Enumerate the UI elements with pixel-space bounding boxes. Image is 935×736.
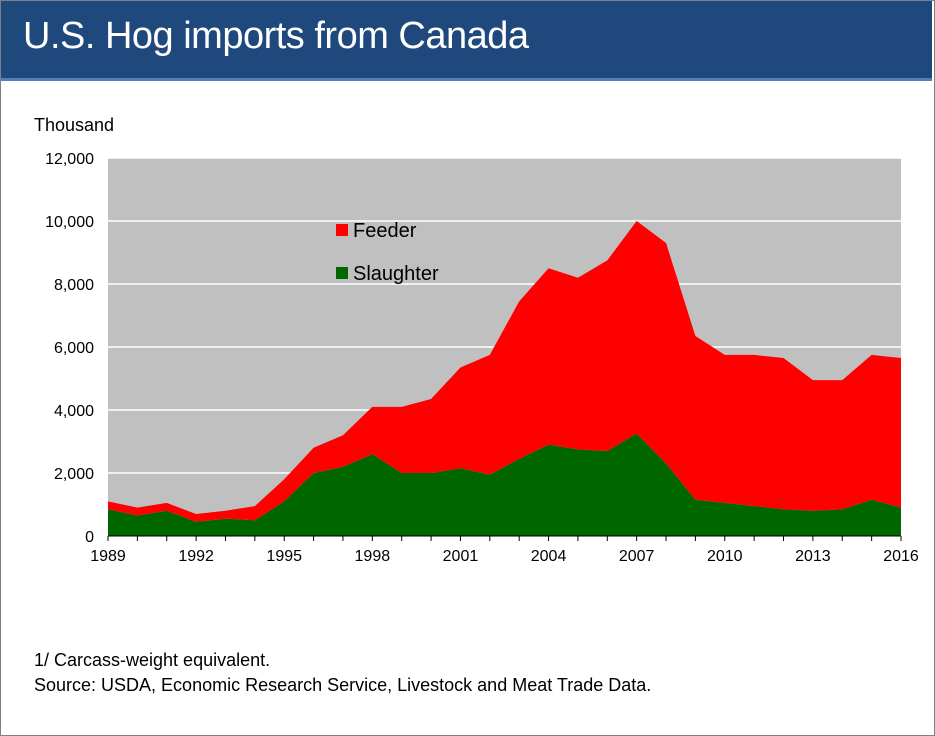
legend-label-slaughter: Slaughter — [353, 263, 439, 285]
x-tick-label: 1989 — [90, 548, 126, 565]
x-tick-label: 2007 — [619, 548, 655, 565]
y-tick-label: 6,000 — [54, 340, 94, 357]
y-tick-label: 4,000 — [54, 403, 94, 420]
x-tick-label: 1995 — [266, 548, 302, 565]
legend-label-feeder: Feeder — [353, 220, 417, 242]
y-tick-label: 0 — [85, 529, 94, 546]
x-tick-label: 2004 — [531, 548, 567, 565]
y-tick-label: 2,000 — [54, 466, 94, 483]
source-note: Source: USDA, Economic Research Service,… — [34, 675, 652, 695]
y-axis-units-label: Thousand — [34, 115, 114, 135]
area-slaughter — [108, 433, 901, 536]
y-tick-label: 10,000 — [45, 214, 94, 231]
y-tick-label: 12,000 — [45, 151, 94, 168]
legend-swatch-feeder — [336, 224, 348, 236]
area-feeder — [108, 221, 901, 522]
x-tick-label: 2010 — [707, 548, 743, 565]
x-tick-label: 2016 — [883, 548, 919, 565]
title-banner: U.S. Hog imports from Canada — [1, 1, 932, 81]
legend-swatch-slaughter — [336, 267, 348, 279]
x-tick-label: 2001 — [443, 548, 479, 565]
y-tick-label: 8,000 — [54, 277, 94, 294]
x-tick-label: 1998 — [355, 548, 391, 565]
x-tick-label: 2013 — [795, 548, 831, 565]
x-tick-label: 1992 — [178, 548, 214, 565]
footnote-carcass: 1/ Carcass-weight equivalent. — [34, 650, 271, 670]
chart-title: U.S. Hog imports from Canada — [23, 15, 529, 57]
